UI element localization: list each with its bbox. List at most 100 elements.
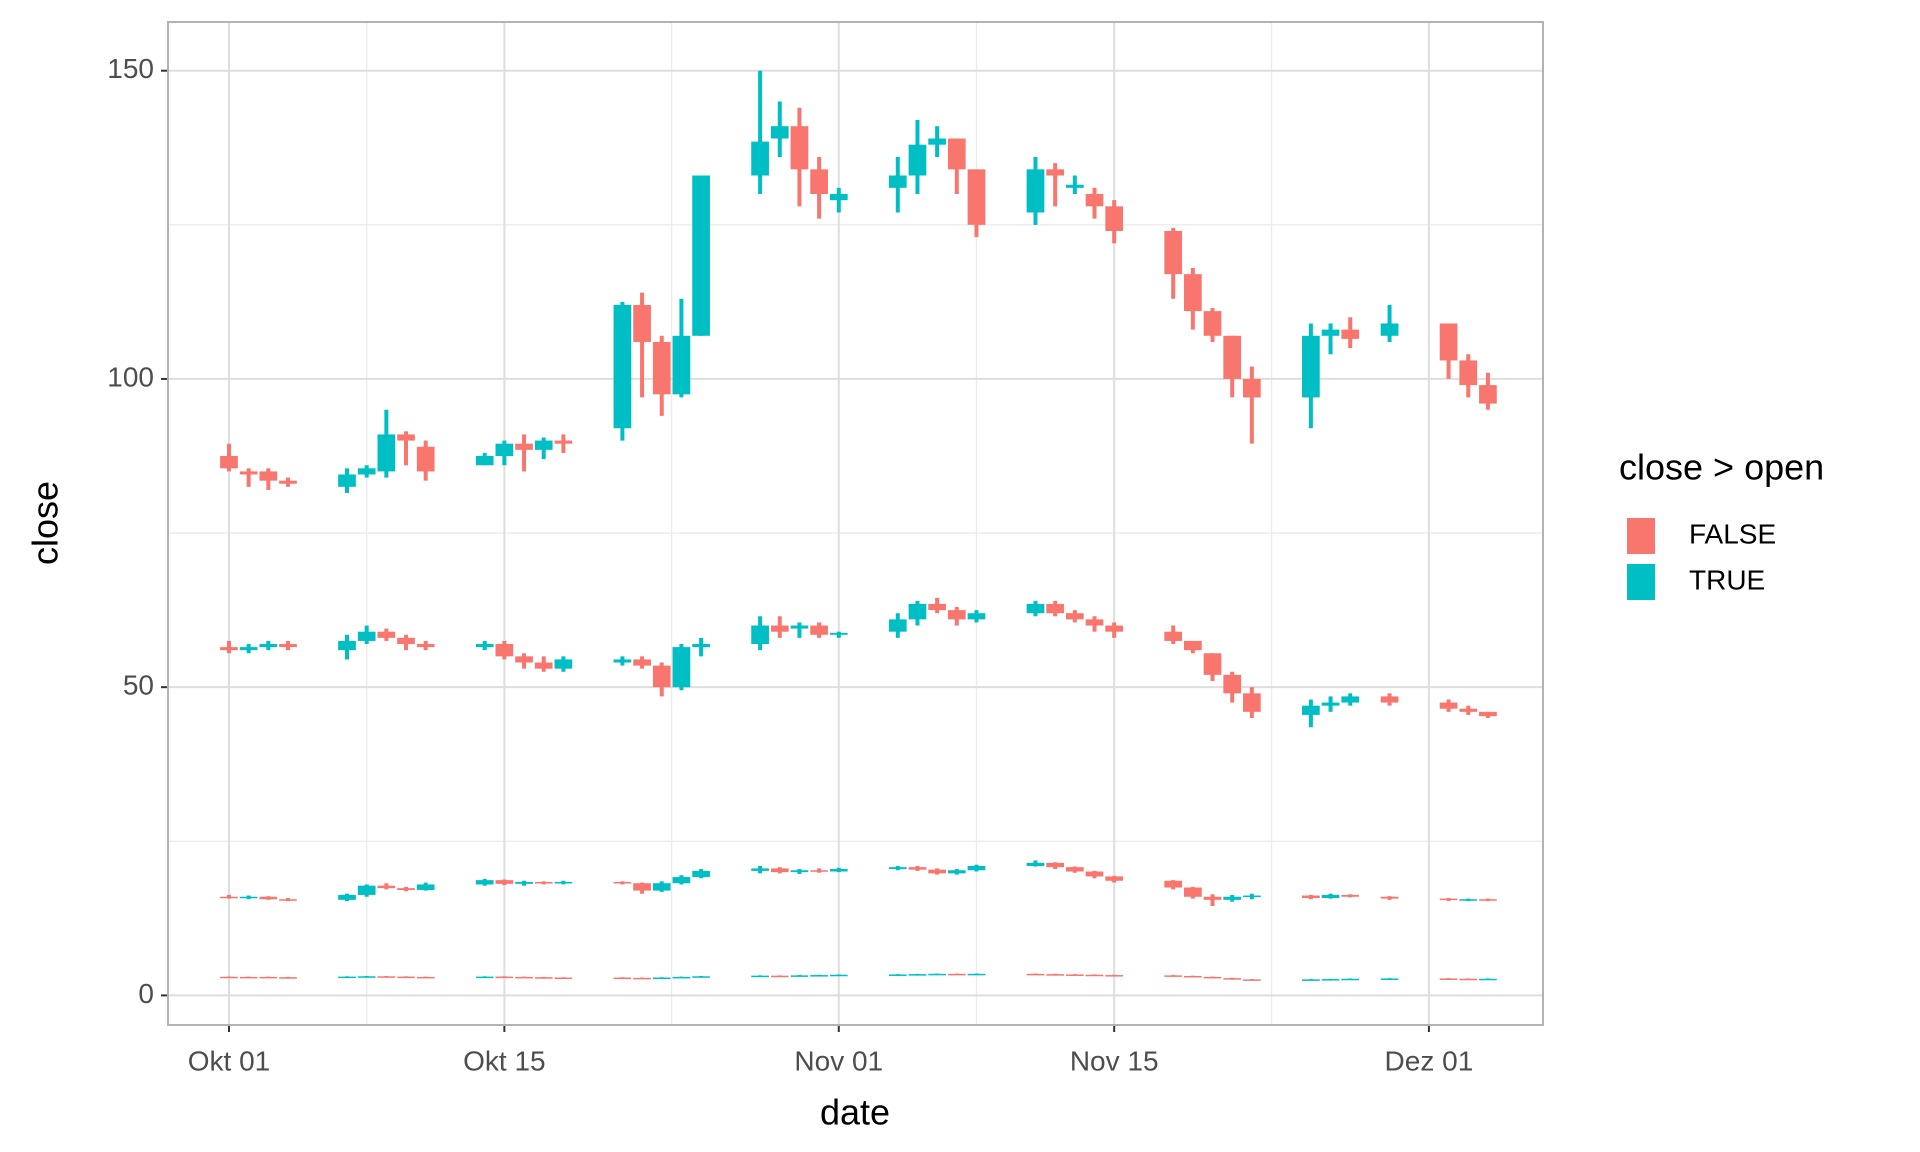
- candle-body: [1085, 193, 1104, 207]
- candle-body: [239, 896, 258, 899]
- candle-body: [259, 471, 278, 481]
- candle-body: [829, 869, 848, 872]
- candle-body: [692, 870, 710, 878]
- y-tick-label: 50: [123, 670, 154, 701]
- candle-body: [475, 976, 494, 979]
- x-tick-label: Dez 01: [1385, 1045, 1474, 1076]
- candles: [220, 70, 1497, 981]
- candle-body: [1479, 711, 1497, 717]
- candle-body: [1164, 631, 1183, 641]
- candle-body: [947, 973, 966, 976]
- candle-body: [1065, 974, 1084, 976]
- candle-body: [220, 647, 238, 651]
- candle-body: [613, 659, 632, 663]
- candle-body: [1380, 978, 1399, 980]
- candle-body: [790, 975, 809, 977]
- candle-body: [475, 880, 494, 885]
- candle-body: [1203, 311, 1222, 336]
- candle-body: [239, 647, 258, 651]
- candle-body: [1203, 896, 1222, 900]
- candle-body: [613, 304, 632, 429]
- candle-body: [416, 644, 435, 648]
- candle-body: [790, 625, 809, 629]
- candle-body: [357, 976, 376, 978]
- candle-body: [475, 644, 494, 648]
- candle-body: [1302, 335, 1320, 398]
- candle-body: [1243, 378, 1261, 398]
- candle-body: [1065, 613, 1084, 620]
- candle-body: [338, 976, 356, 979]
- candle-body: [1046, 169, 1065, 176]
- candle-body: [810, 975, 828, 977]
- candle-body: [515, 881, 533, 884]
- candle-body: [377, 434, 396, 472]
- candle-body: [888, 619, 907, 632]
- candle-body: [652, 977, 671, 980]
- candle-body: [947, 870, 966, 874]
- candle-body: [416, 446, 435, 472]
- candle-body: [1223, 674, 1242, 694]
- candle-body: [1164, 975, 1183, 977]
- candle-body: [534, 977, 553, 979]
- candle-body: [1321, 894, 1340, 899]
- candle-body: [495, 880, 514, 884]
- candle-body: [1046, 974, 1065, 976]
- candle-body: [1459, 708, 1478, 712]
- candle-body: [377, 885, 396, 889]
- candle-body: [259, 896, 278, 900]
- candle-body: [338, 894, 356, 900]
- candle-body: [1439, 323, 1458, 361]
- candle-body: [1321, 702, 1340, 706]
- candle-body: [1302, 979, 1320, 981]
- candle-body: [829, 974, 848, 977]
- candle-body: [692, 175, 710, 336]
- x-axis-title: date: [820, 1092, 890, 1133]
- candle-body: [554, 659, 573, 669]
- candle-body: [397, 434, 415, 441]
- candle-body: [397, 888, 415, 890]
- y-axis-title: close: [25, 481, 66, 565]
- candle-body: [1479, 978, 1497, 981]
- candle-body: [1223, 896, 1242, 900]
- candle-body: [652, 665, 671, 688]
- candle-body: [495, 644, 514, 657]
- candle-body: [672, 335, 691, 395]
- x-tick-label: Nov 15: [1070, 1045, 1159, 1076]
- candle-body: [1105, 876, 1124, 881]
- candle-body: [1439, 978, 1458, 980]
- candle-body: [1459, 978, 1478, 981]
- candle-body: [475, 455, 494, 466]
- candle-body: [1380, 896, 1399, 899]
- x-tick-label: Okt 15: [463, 1045, 545, 1076]
- candle-body: [1184, 887, 1202, 897]
- candle-body: [692, 976, 710, 978]
- x-tick-label: Nov 01: [794, 1045, 883, 1076]
- candle-body: [515, 976, 533, 979]
- candle-body: [1243, 979, 1261, 981]
- candle-body: [751, 141, 769, 176]
- candle-body: [1184, 274, 1202, 312]
- candle-body: [790, 126, 809, 170]
- candle-body: [1223, 978, 1242, 980]
- candle-body: [357, 468, 376, 475]
- candle-body: [770, 126, 789, 139]
- candle-body: [1341, 978, 1360, 981]
- candle-body: [1203, 976, 1222, 979]
- candle-body: [1184, 640, 1202, 651]
- candle-body: [908, 144, 927, 176]
- candle-body: [1026, 973, 1045, 976]
- candle-body: [1479, 385, 1497, 404]
- legend-title: close > open: [1619, 447, 1824, 488]
- candle-body: [1065, 184, 1084, 188]
- candle-body: [652, 341, 671, 395]
- candle-body: [239, 471, 258, 475]
- candle-body: [220, 976, 238, 979]
- candle-body: [947, 138, 966, 170]
- candle-body: [1085, 871, 1104, 877]
- candle-body: [633, 977, 651, 980]
- candle-body: [1302, 705, 1320, 715]
- candle-body: [1164, 880, 1183, 888]
- candle-body: [672, 877, 691, 884]
- candle-body: [1439, 702, 1458, 709]
